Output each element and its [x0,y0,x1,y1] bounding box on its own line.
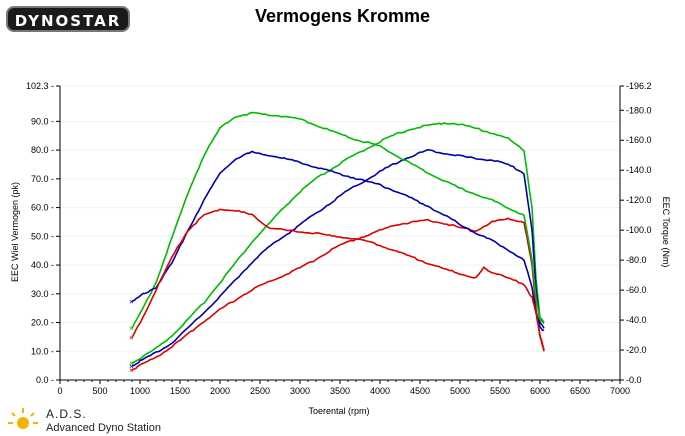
x-tick-label: 4000 [370,386,390,396]
series-line-green-right [131,111,545,329]
y-right-tick-label: -180.0 [626,105,652,115]
y-left-tick-label: 10.0 - [31,346,54,356]
y-left-tick-label: 20.0 - [31,318,54,328]
y-left-tick-label: 0.0 - [36,375,54,385]
y-right-tick-label: -40.0 [626,315,647,325]
y-right-tick-label: -140.0 [626,165,652,175]
x-tick-label: 500 [92,386,107,396]
series-marker: × [129,334,134,343]
x-tick-label: 5000 [450,386,470,396]
y-axis-left-label: EEC Wiel Vermogen (pk) [10,182,20,282]
y-right-tick-label: -0.0 [626,375,642,385]
y-right-tick-label: -20.0 [626,345,647,355]
ads-brand: A.D.S. [46,407,87,421]
series-marker: × [129,359,134,368]
x-tick-label: 0 [57,386,62,396]
series-marker: × [129,362,134,371]
y-right-tick-label: -100.0 [626,225,652,235]
x-tick-label: 5500 [490,386,510,396]
grid [60,85,620,381]
sun-icon [8,408,38,429]
y-right-tick-label: -160.0 [626,135,652,145]
series-marker: × [129,366,134,375]
series-line-blue-right [131,150,545,332]
y-left-tick-label: 80.0 - [31,145,54,155]
chart-title: Vermogens Kromme [254,6,431,26]
x-tick-label: 1500 [170,386,190,396]
y-left-tick-label: 102.3 - [26,81,54,91]
series-line-red-right [131,208,545,351]
dynostar-logo: DYNOSTAR [6,6,130,32]
x-tick-label: 6500 [570,386,590,396]
y-left-tick-label: 40.0 - [31,260,54,270]
y-left-tick-label: 50.0 - [31,231,54,241]
x-axis-label: Toerental (rpm) [308,406,369,416]
x-tick-label: 7000 [610,386,630,396]
ads-subtitle: Advanced Dyno Station [46,422,161,434]
y-axis-right-label: EEC Torque (Nm) [661,197,671,268]
series-marker: × [129,324,134,333]
x-tick-label: 2000 [210,386,230,396]
y-left-tick-label: 90.0 - [31,116,54,126]
x-tick-label: 2500 [250,386,270,396]
y-right-tick-label: -120.0 [626,195,652,205]
y-left-tick-label: 60.0 - [31,203,54,213]
x-tick-label: 1000 [130,386,150,396]
x-tick-label: 4500 [410,386,430,396]
x-tick-label: 3500 [330,386,350,396]
series-marker: × [129,298,134,307]
series-line-blue-left [131,148,545,367]
y-left-tick-label: 30.0 - [31,289,54,299]
x-tick-label: 6000 [530,386,550,396]
series-line-green-left [131,122,545,364]
x-tick-label: 3000 [290,386,310,396]
series-group: ×××××× [129,111,545,375]
y-right-tick-label: -196.2 [626,81,652,91]
y-right-tick-label: -80.0 [626,255,647,265]
axes: 0 500 1000 1500 2000 2500 3000 3500 4000 4500 5000… [26,81,652,396]
y-left-tick-label: 70.0 - [31,174,54,184]
y-right-tick-label: -60.0 [626,285,647,295]
